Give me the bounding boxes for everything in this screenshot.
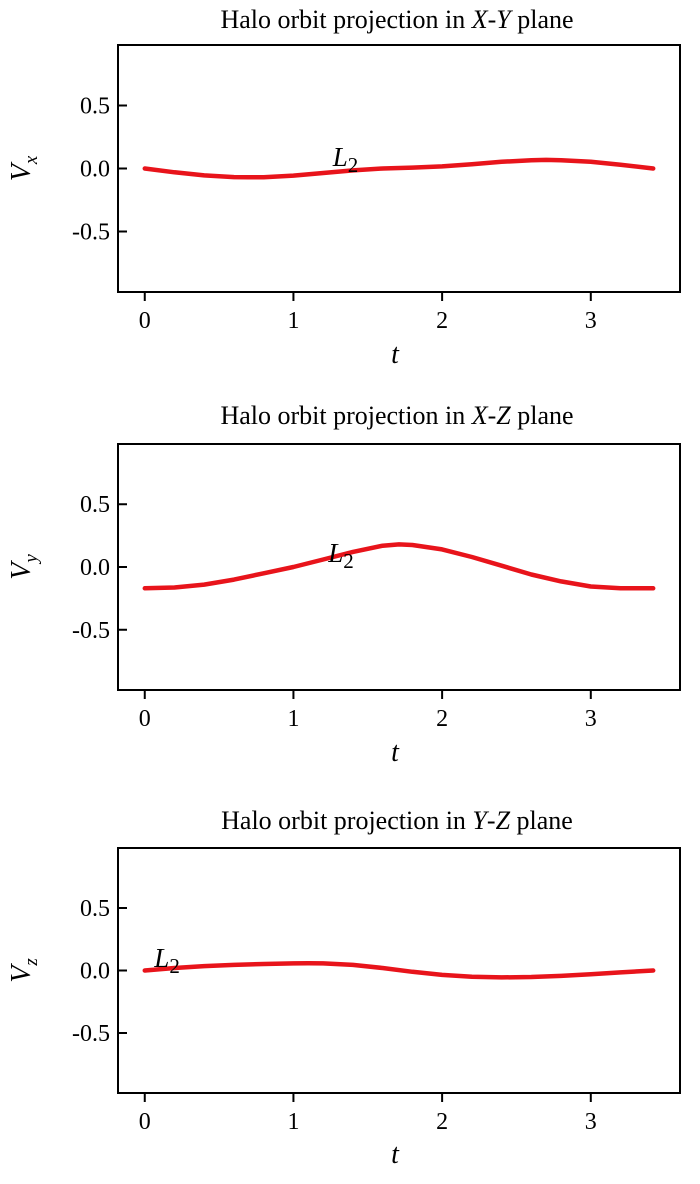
x-tick-label: 3 bbox=[585, 1109, 597, 1135]
chart-panel-3: Halo orbit projection in Y-Z plane 0.5 0.0… bbox=[6, 806, 681, 1170]
annotation-label: L2 bbox=[153, 943, 180, 978]
y-axis-label: Vz bbox=[6, 958, 42, 983]
y-tick-label: 0.5 bbox=[80, 93, 110, 119]
x-tick-label: 1 bbox=[287, 706, 299, 732]
x-tick-label: 3 bbox=[585, 706, 597, 732]
chart-title-part: Y bbox=[472, 806, 489, 835]
series-line bbox=[142, 542, 656, 591]
chart-title-part: plane bbox=[511, 401, 574, 430]
chart-title-part: Y bbox=[496, 5, 513, 34]
y-tick-label: -0.5 bbox=[72, 618, 110, 644]
y-tick-label: 0.0 bbox=[80, 555, 110, 581]
chart-title-part: - bbox=[488, 401, 497, 430]
x-tick-label: 2 bbox=[436, 1109, 448, 1135]
x-axis-label: t bbox=[391, 737, 400, 768]
annotation-main: L bbox=[327, 538, 343, 568]
y-tick-label: 0.5 bbox=[80, 896, 110, 922]
annotation-sub: 2 bbox=[343, 549, 354, 573]
y-axis-label-main: V bbox=[6, 560, 37, 580]
y-axis-label-main: V bbox=[6, 161, 37, 181]
y-tick-label: 0.0 bbox=[80, 959, 110, 985]
y-axis-label-sub: z bbox=[21, 958, 42, 967]
x-tick-label: 1 bbox=[287, 1109, 299, 1135]
chart-title-part: Z bbox=[496, 401, 511, 430]
annotation-label: L2 bbox=[327, 538, 354, 573]
annotation-sub: 2 bbox=[169, 954, 180, 978]
plot-frame bbox=[117, 443, 681, 691]
chart-panel-1: Halo orbit projection in X-Y plane 0.5 0.0… bbox=[6, 5, 681, 370]
chart-title: Halo orbit projection in X-Y plane bbox=[220, 5, 573, 34]
chart-title-part: Halo orbit projection in bbox=[221, 806, 472, 835]
y-axis-label: Vx bbox=[6, 155, 42, 181]
y-axis-label-main: V bbox=[6, 963, 37, 983]
chart-title-part: plane bbox=[511, 5, 574, 34]
y-tick-label: 0.5 bbox=[80, 492, 110, 518]
x-axis-label: t bbox=[391, 1139, 400, 1170]
chart-title-part: Halo orbit projection in bbox=[220, 5, 471, 34]
y-axis-label: Vy bbox=[6, 554, 42, 580]
series-line bbox=[142, 961, 656, 980]
chart-title: Halo orbit projection in Y-Z plane bbox=[221, 806, 573, 835]
y-axis-label-sub: y bbox=[21, 554, 42, 565]
chart-title-part: - bbox=[487, 806, 496, 835]
annotation-main: L bbox=[332, 142, 348, 172]
y-tick-label: -0.5 bbox=[72, 220, 110, 246]
chart-title-part: - bbox=[488, 5, 497, 34]
chart-title: Halo orbit projection in X-Z plane bbox=[220, 401, 573, 430]
chart-title-part: Z bbox=[496, 806, 511, 835]
x-axis-label: t bbox=[391, 339, 400, 370]
y-tick-label: -0.5 bbox=[72, 1021, 110, 1047]
y-axis-label-sub: x bbox=[21, 155, 42, 165]
chart-title-part: Halo orbit projection in bbox=[220, 401, 471, 430]
annotation-sub: 2 bbox=[348, 153, 359, 177]
chart-title-part: plane bbox=[510, 806, 573, 835]
x-tick-label: 0 bbox=[139, 308, 151, 334]
chart-title-part: X bbox=[471, 401, 489, 430]
x-tick-label: 0 bbox=[139, 706, 151, 732]
y-tick-label: 0.0 bbox=[80, 157, 110, 183]
chart-panel-2: Halo orbit projection in X-Z plane 0.5 0.0… bbox=[6, 401, 681, 768]
annotation-label: L2 bbox=[332, 142, 359, 177]
x-tick-label: 1 bbox=[287, 308, 299, 334]
x-tick-label: 2 bbox=[436, 308, 448, 334]
x-tick-label: 2 bbox=[436, 706, 448, 732]
series-line bbox=[142, 157, 656, 180]
chart-title-part: X bbox=[471, 5, 489, 34]
x-tick-label: 0 bbox=[139, 1109, 151, 1135]
annotation-main: L bbox=[153, 943, 169, 973]
x-tick-label: 3 bbox=[585, 308, 597, 334]
